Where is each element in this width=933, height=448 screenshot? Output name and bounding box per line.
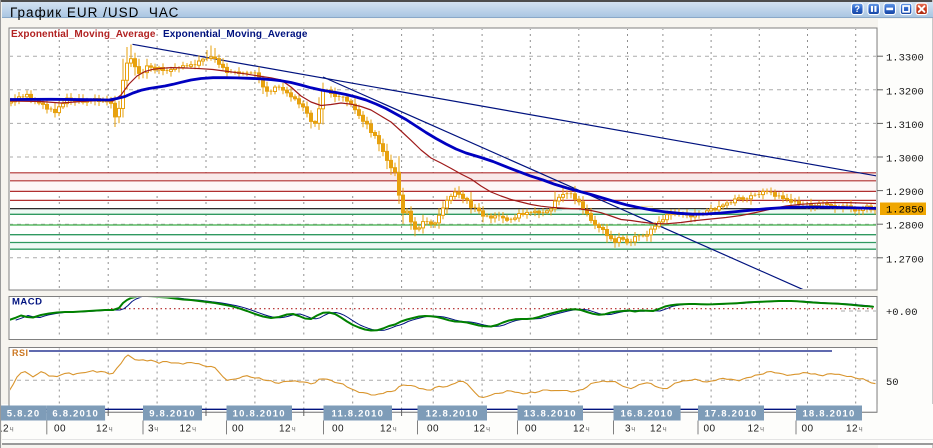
svg-text:12: 12 xyxy=(473,424,485,435)
svg-text:1.3200: 1.3200 xyxy=(886,86,924,98)
svg-text:13.8.2010: 13.8.2010 xyxy=(524,409,577,420)
svg-text:12: 12 xyxy=(747,424,759,435)
svg-text:1.3000: 1.3000 xyxy=(886,154,924,166)
svg-text:12: 12 xyxy=(650,424,662,435)
svg-text:12: 12 xyxy=(179,424,191,435)
svg-text:ч: ч xyxy=(393,425,397,434)
svg-text:5.8.20: 5.8.20 xyxy=(7,409,41,420)
svg-text:1.3300: 1.3300 xyxy=(886,53,924,65)
svg-text:ч: ч xyxy=(631,425,635,434)
svg-text:00: 00 xyxy=(525,424,537,435)
svg-text:3: 3 xyxy=(625,424,631,435)
svg-text:1.2850: 1.2850 xyxy=(886,205,924,217)
svg-text:1.2800: 1.2800 xyxy=(886,221,924,233)
svg-text:00: 00 xyxy=(801,424,813,435)
svg-text:18.8.2010: 18.8.2010 xyxy=(802,409,855,420)
svg-text:ч: ч xyxy=(586,425,590,434)
svg-text:ч: ч xyxy=(10,425,14,434)
svg-text:12.8.2010: 12.8.2010 xyxy=(426,409,479,420)
svg-text:MACD: MACD xyxy=(12,297,43,308)
svg-text:1.2900: 1.2900 xyxy=(886,187,924,199)
svg-text:ч: ч xyxy=(192,425,196,434)
svg-text:17.8.2010: 17.8.2010 xyxy=(704,409,757,420)
svg-text:00: 00 xyxy=(54,424,66,435)
svg-text:ч: ч xyxy=(486,425,490,434)
svg-text:6.8.2010: 6.8.2010 xyxy=(52,409,99,420)
svg-text:3: 3 xyxy=(148,424,154,435)
svg-text:00: 00 xyxy=(332,424,344,435)
svg-text:12: 12 xyxy=(96,424,108,435)
svg-text:?: ? xyxy=(855,4,861,14)
svg-text:16.8.2010: 16.8.2010 xyxy=(620,409,673,420)
svg-text:10.8.2010: 10.8.2010 xyxy=(233,409,286,420)
svg-text:11.8.2010: 11.8.2010 xyxy=(332,409,385,420)
svg-text:Exponential_Moving_Average: Exponential_Moving_Average xyxy=(11,29,156,40)
svg-text:1.3100: 1.3100 xyxy=(886,120,924,132)
svg-text:00: 00 xyxy=(427,424,439,435)
svg-text:50: 50 xyxy=(886,377,899,389)
svg-text:ч: ч xyxy=(292,425,296,434)
svg-text:RSI: RSI xyxy=(12,348,29,358)
svg-text:ч: ч xyxy=(109,425,113,434)
svg-text:12: 12 xyxy=(846,424,858,435)
svg-text:12: 12 xyxy=(573,424,585,435)
svg-text:12: 12 xyxy=(380,424,392,435)
svg-text:00: 00 xyxy=(703,424,715,435)
svg-text:12: 12 xyxy=(279,424,291,435)
svg-text:ч: ч xyxy=(859,425,863,434)
svg-text:12: 12 xyxy=(1,424,9,435)
svg-text:ч: ч xyxy=(760,425,764,434)
svg-text:1.2700: 1.2700 xyxy=(886,254,924,266)
svg-text:00: 00 xyxy=(232,424,244,435)
svg-text:+0.00: +0.00 xyxy=(886,307,918,319)
svg-text:9.8.2010: 9.8.2010 xyxy=(149,409,196,420)
svg-text:Exponential_Moving_Average: Exponential_Moving_Average xyxy=(163,29,308,40)
svg-text:ч: ч xyxy=(154,425,158,434)
svg-text:ч: ч xyxy=(663,425,667,434)
